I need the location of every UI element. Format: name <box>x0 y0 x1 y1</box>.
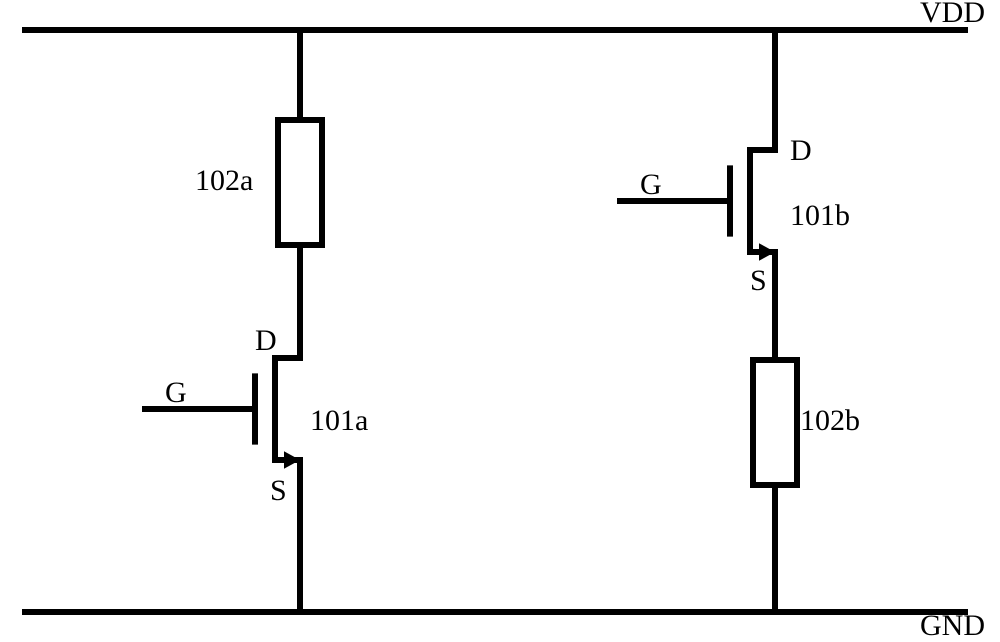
label-101b-ref: 101b <box>790 199 850 232</box>
rail-gnd-label: GND <box>920 609 985 642</box>
label-102b: 102b <box>800 404 860 437</box>
label-101a-s: S <box>270 474 287 507</box>
label-101a-d: D <box>255 324 277 357</box>
label-101b-g: G <box>640 168 662 201</box>
label-102a: 102a <box>195 164 253 197</box>
label-101a-ref: 101a <box>310 404 368 437</box>
label-101b-d: D <box>790 134 812 167</box>
label-101a-g: G <box>165 376 187 409</box>
circuit-schematic: VDD GND 102a D G S 101a D G S 101b 102b <box>0 0 1000 642</box>
rail-vdd-label: VDD <box>920 0 985 29</box>
label-101b-s: S <box>750 264 767 297</box>
